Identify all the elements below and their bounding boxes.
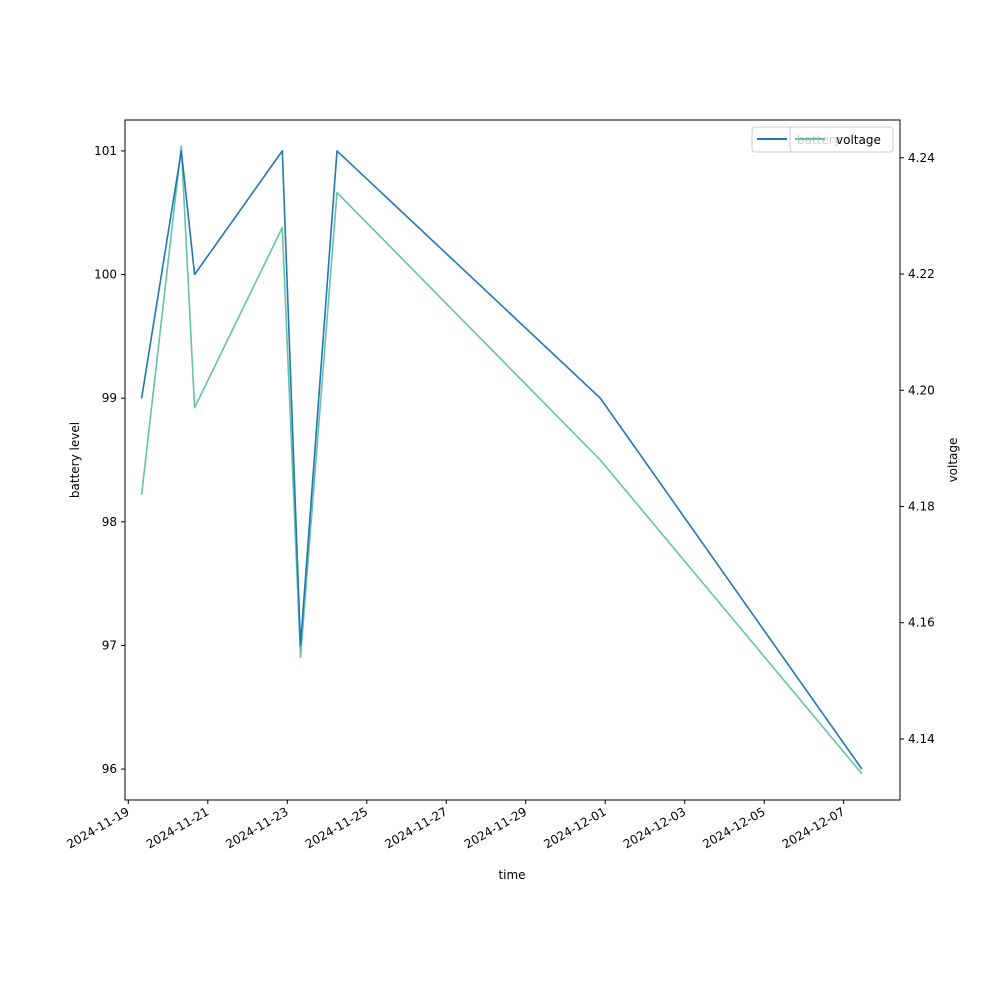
left-y-axis-label: battery level: [68, 422, 82, 498]
legend-voltage-label: voltage: [836, 133, 881, 147]
left-tick-label: 98: [102, 515, 117, 529]
right-y-axis: 4.14 4.16 4.18 4.20 4.22 4.24: [900, 151, 935, 746]
left-tick-label: 96: [102, 762, 117, 776]
legend-voltage-box: [789, 126, 894, 153]
right-tick-label: 4.16: [908, 616, 935, 630]
right-tick-label: 4.24: [908, 151, 935, 165]
series-line-battery: [140, 150, 863, 770]
left-tick-label: 100: [94, 268, 117, 282]
left-tick-label: 97: [102, 638, 117, 652]
legend-voltage: voltage: [789, 126, 894, 153]
left-tick-label: 101: [94, 144, 117, 158]
series-layer: [140, 145, 863, 775]
plot-frame: [124, 119, 901, 801]
right-tick-label: 4.18: [908, 499, 935, 513]
series-line-voltage: [140, 145, 863, 775]
left-y-axis: 96 97 98 99 100 101: [94, 144, 125, 776]
right-y-axis-label: voltage: [946, 438, 960, 483]
right-tick-label: 4.14: [908, 732, 935, 746]
x-axis-label: time: [498, 868, 525, 882]
left-tick-label: 99: [102, 391, 117, 405]
right-tick-label: 4.22: [908, 267, 935, 281]
right-tick-label: 4.20: [908, 383, 935, 397]
